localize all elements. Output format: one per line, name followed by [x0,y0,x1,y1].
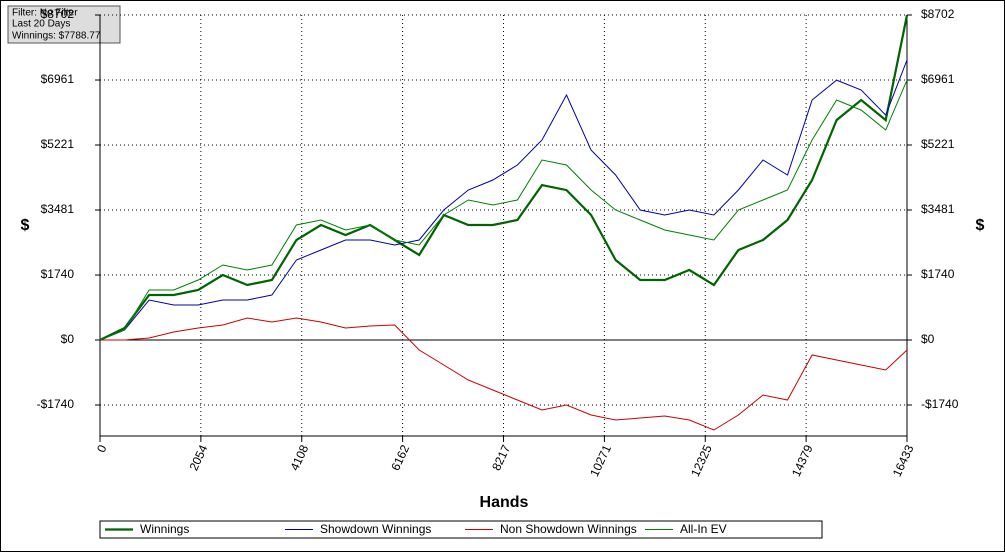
series-line [99,79,908,341]
series-line [99,14,909,341]
y-tick-label: $1740 [41,267,75,281]
legend [99,520,823,539]
y2-tick-label: $0 [921,332,935,346]
y2-tick-label: -$1740 [921,397,959,411]
y2-tick-label: $5221 [921,137,955,151]
x-axis-label: Hands [480,494,529,511]
legend-label: Showdown Winnings [320,522,431,536]
y-tick-label: -$1740 [37,397,75,411]
info-text: Filter: No Filter [12,8,78,19]
legend-label: Winnings [140,522,189,536]
y-axis-label: $ [21,217,30,234]
legend-label: All-In EV [680,522,727,536]
legend-label: Non Showdown Winnings [500,522,637,536]
y-tick-label: $6961 [41,72,75,86]
y-tick-label: $3481 [41,202,75,216]
y2-tick-label: $8702 [921,7,955,21]
y-tick-label: $5221 [41,137,75,151]
y2-axis-label: $ [976,217,985,234]
y-tick-label: $0 [61,332,75,346]
y-tick-label: $8702 [41,7,75,21]
y2-tick-label: $3481 [921,202,955,216]
series-line [100,317,908,431]
info-text: Winnings: $7788.77 [12,31,101,42]
info-box [7,5,121,44]
y2-tick-label: $1740 [921,267,955,281]
info-text: Last 20 Days [12,19,70,30]
series-line [99,59,908,341]
y2-tick-label: $6961 [921,72,955,86]
